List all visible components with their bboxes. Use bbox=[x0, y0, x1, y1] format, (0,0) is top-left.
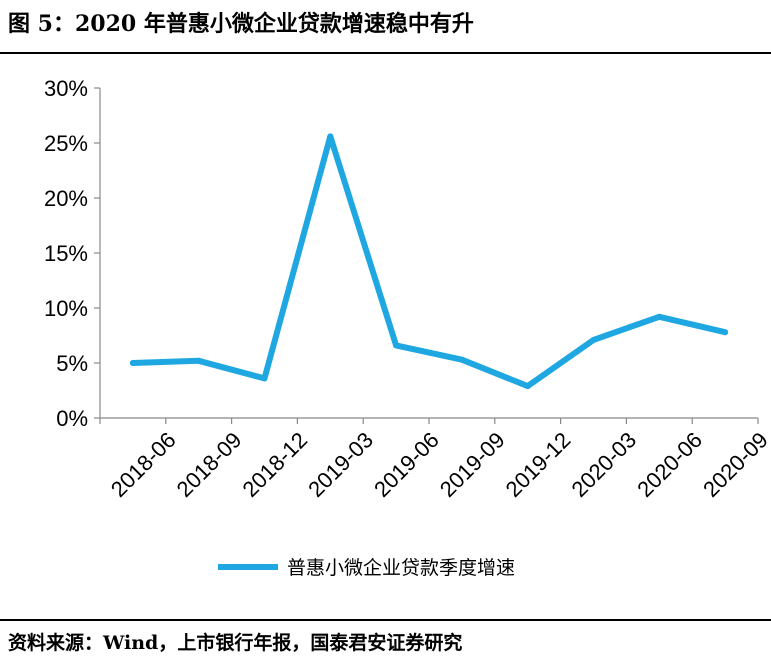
y-tick-label: 30% bbox=[44, 76, 88, 101]
x-tick-label: 2020-09 bbox=[698, 427, 771, 502]
x-tick-label: 2019-09 bbox=[435, 427, 510, 502]
x-tick-label: 2020-06 bbox=[632, 427, 707, 502]
x-tick-label: 2019-12 bbox=[501, 427, 576, 502]
series-line bbox=[129, 133, 729, 390]
data-point bbox=[656, 313, 663, 320]
x-tick-label: 2019-06 bbox=[369, 427, 444, 502]
chart-series bbox=[129, 133, 729, 390]
x-tick-label: 2018-09 bbox=[172, 427, 247, 502]
y-tick-label: 20% bbox=[44, 186, 88, 211]
y-tick-label: 25% bbox=[44, 131, 88, 156]
data-point bbox=[458, 356, 465, 363]
chart-legend: 普惠小微企业贷款季度增速 bbox=[218, 557, 515, 579]
chart-title: 图 5：2020 年普惠小微企业贷款增速稳中有升 bbox=[8, 11, 474, 37]
data-point bbox=[195, 357, 202, 364]
data-point bbox=[590, 336, 597, 343]
data-point bbox=[524, 383, 531, 390]
data-point bbox=[129, 360, 136, 366]
x-axis-ticks: 2018-062018-092018-122019-032019-062019-… bbox=[99, 418, 771, 502]
x-tick-label: 2020-03 bbox=[566, 427, 641, 502]
y-axis-ticks: 0% 5% 10% 15% 20% 25% 30% bbox=[44, 76, 100, 431]
x-tick-label: 2019-03 bbox=[303, 427, 378, 502]
x-tick-label: 2018-06 bbox=[106, 427, 181, 502]
data-point bbox=[327, 133, 334, 140]
y-tick-label: 0% bbox=[56, 406, 88, 431]
chart-axes bbox=[99, 88, 758, 419]
source-divider bbox=[0, 619, 771, 621]
y-tick-label: 5% bbox=[56, 351, 88, 376]
data-point bbox=[722, 329, 729, 336]
y-tick-label: 10% bbox=[44, 296, 88, 321]
source-note: 资料来源：Wind，上市银行年报，国泰君安证券研究 bbox=[8, 632, 463, 654]
x-tick-label: 2018-12 bbox=[237, 427, 312, 502]
data-point bbox=[393, 342, 400, 349]
legend-label: 普惠小微企业贷款季度增速 bbox=[287, 557, 515, 579]
title-divider bbox=[0, 52, 771, 54]
data-point bbox=[261, 375, 268, 382]
y-tick-label: 15% bbox=[44, 241, 88, 266]
line-chart: 0% 5% 10% 15% 20% 25% 30% 2018-062018-092018-1… bbox=[44, 76, 771, 579]
